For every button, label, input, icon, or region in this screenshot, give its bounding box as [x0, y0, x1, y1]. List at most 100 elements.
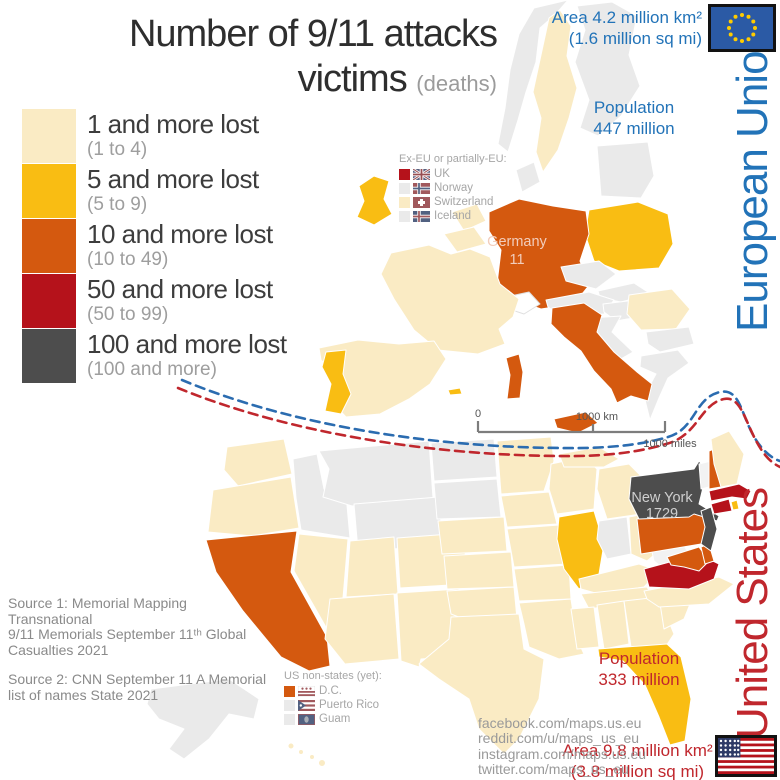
iceland-label: Iceland: [434, 210, 472, 222]
us-map: [146, 430, 752, 767]
state-arkansas: [513, 564, 572, 602]
state-north-dakota: [430, 438, 498, 482]
state-washington: [223, 438, 293, 487]
separator-line-red: [176, 386, 780, 469]
norway-flag-icon: [413, 182, 430, 194]
state-idaho: [292, 453, 351, 539]
country-greece: [639, 349, 690, 421]
legend-range: (1 to 4): [87, 139, 148, 160]
us-mini-legend-title: US non-states (yet):: [284, 670, 382, 682]
country-sweden: [532, 9, 578, 173]
eu-population-label: Population: [593, 98, 675, 117]
state-new-jersey: [700, 506, 718, 552]
state-florida: [597, 643, 692, 746]
map-labels: Germany 11 New York 1729: [487, 234, 693, 522]
us-area-line2: (3.8 million sq mi): [570, 762, 705, 780]
uk-swatch: [399, 168, 410, 180]
map-separator: [176, 378, 780, 469]
state-hawaii: [287, 742, 295, 750]
instagram-link: instagram.com/maps.us.eu: [478, 745, 647, 762]
source-1: Source 1: Memorial Mapping Transnational…: [8, 595, 247, 658]
country-bulgaria: [645, 326, 695, 353]
uk-label: UK: [434, 168, 450, 180]
state-arizona: [324, 593, 400, 665]
state-utah: [345, 536, 399, 598]
us-population-value: 333 million: [598, 670, 680, 689]
germany-value: 11: [509, 252, 524, 268]
title-line2: victims (deaths): [297, 58, 497, 100]
us-area-stat: Area 9.8 million km² (3.8 million sq mi): [560, 740, 715, 780]
norway-swatch: [399, 182, 410, 194]
legend-item: 10 and more lost (10 to 49): [22, 219, 287, 273]
us-flag-icon: [715, 735, 777, 777]
mini-legend-item-iceland: Iceland: [399, 209, 507, 223]
country-italy: [550, 302, 653, 404]
legend-label: 10 and more lost: [87, 219, 273, 249]
reddit-link: reddit.com/u/maps_us_eu: [478, 730, 640, 747]
legend-swatch: [22, 274, 76, 328]
state-maryland: [666, 546, 710, 572]
title-line1: Number of 9/11 attacks: [128, 13, 498, 55]
country-portugal: [321, 349, 352, 415]
puerto-rico-flag-icon: [298, 699, 315, 711]
country-france: [380, 244, 520, 355]
dc-label: D.C.: [319, 685, 342, 697]
country-netherlands: [451, 203, 487, 232]
eu-area-line2: (1.6 million sq mi): [568, 29, 702, 48]
country-poland: [584, 201, 674, 272]
legend-item: 100 and more lost (100 and more): [22, 329, 287, 383]
legend-range: (50 to 99): [87, 304, 169, 325]
switzerland-flag-icon: [413, 196, 430, 208]
us-population-label: Population: [598, 649, 680, 668]
country-belgium: [443, 226, 487, 253]
state-rhode-island: [730, 499, 740, 511]
state-mississippi: [570, 606, 600, 650]
state-texas: [418, 613, 545, 755]
source-2: Source 2: CNN September 11 A Memorial li…: [8, 671, 267, 703]
eu-mini-legend-title: Ex-EU or partially-EU:: [399, 153, 507, 165]
scale-bar-labels: 0 1000 km 1000 miles: [475, 408, 697, 450]
state-hawaii: [318, 759, 326, 767]
eu-flag-icon: [708, 4, 776, 52]
eu-mini-legend: Ex-EU or partially-EU: UK Norway Switzer…: [399, 153, 507, 223]
legend-swatch: [22, 219, 76, 273]
mini-legend-item-uk: UK: [399, 167, 507, 181]
country-ireland: [356, 175, 393, 226]
us-area-line1: Area 9.8 million km²: [562, 741, 713, 760]
scale-bar: [476, 421, 667, 434]
us-region-name: United States: [728, 487, 777, 739]
country-baltics: [596, 141, 655, 199]
state-oregon: [207, 476, 300, 537]
legend-swatch: [22, 329, 76, 383]
state-alaska: [146, 678, 260, 760]
eu-population-value: 447 million: [593, 119, 675, 138]
guam-flag-icon: [297, 712, 316, 726]
norway-label: Norway: [434, 182, 473, 194]
state-north-carolina: [643, 576, 735, 608]
legend-label: 50 and more lost: [87, 274, 273, 304]
island-sardinia: [505, 353, 524, 400]
country-romania: [626, 288, 691, 331]
island-balearics: [447, 387, 463, 396]
choropleth-legend: 1 and more lost (1 to 4) 5 and more lost…: [22, 109, 287, 384]
eu-region-name: European Union: [728, 27, 777, 332]
eu-map: [318, 0, 695, 434]
legend-item: 50 and more lost (50 to 99): [22, 274, 287, 328]
mini-legend-item-guam: Guam: [284, 712, 382, 726]
us-population-stat: Population 333 million: [565, 648, 713, 690]
switzerland-swatch: [399, 196, 410, 208]
new-york-value: 1729: [646, 506, 678, 522]
dc-flag-icon: [297, 685, 316, 697]
legend-label: 5 and more lost: [87, 164, 259, 194]
state-california: [205, 530, 331, 672]
twitter-link: twitter.com/maps_us_eu: [478, 761, 629, 778]
new-york-label: New York: [631, 490, 693, 506]
state-connecticut: [710, 498, 733, 515]
legend-range: (5 to 9): [87, 194, 148, 215]
eu-area-stat: Area 4.2 million km² (1.6 million sq mi): [550, 7, 702, 49]
guam-swatch: [284, 713, 295, 725]
legend-range: (100 and more): [87, 359, 217, 380]
mini-legend-item-puerto-rico: Puerto Rico: [284, 698, 382, 712]
guam-label: Guam: [319, 713, 351, 725]
